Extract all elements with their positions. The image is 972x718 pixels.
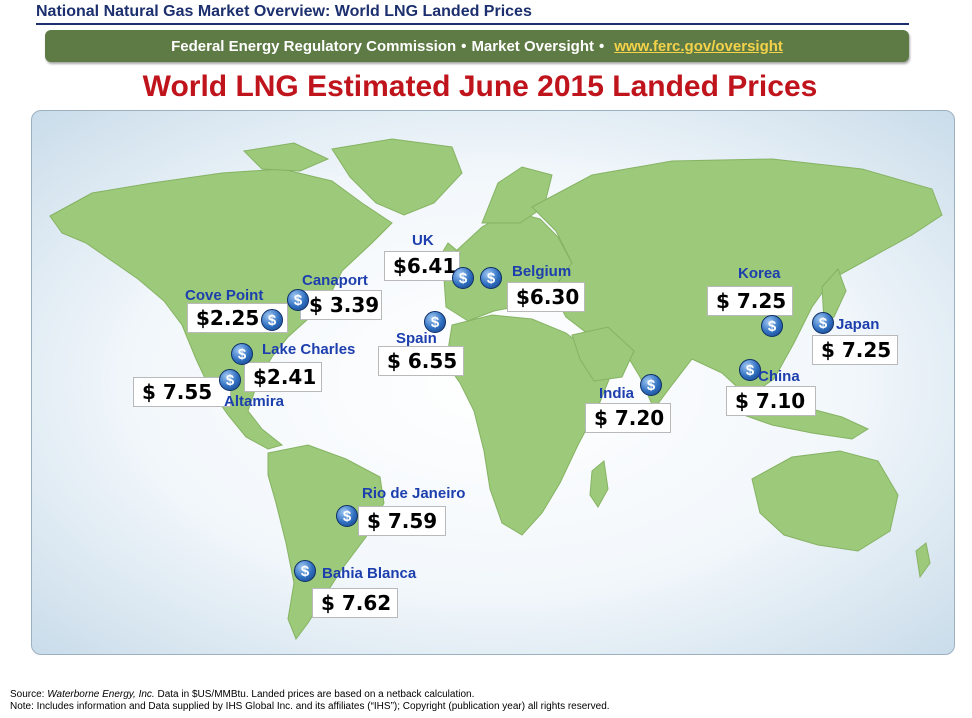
dollar-coin-icon: $: [761, 315, 783, 337]
dollar-coin-icon: $: [480, 267, 502, 289]
label-korea: Korea: [738, 265, 781, 282]
arctic-islands-landmass: [242, 142, 330, 172]
banner-separator: •: [461, 37, 467, 55]
label-cove-point: Cove Point: [185, 287, 264, 304]
banner-section: Market Oversight: [471, 37, 594, 55]
banner-org: Federal Energy Regulatory Commission: [171, 37, 457, 55]
dollar-coin-icon: $: [424, 311, 446, 333]
source-text: Data in $US/MMBtu. Landed prices are bas…: [157, 689, 475, 700]
footnote: Source: Waterborne Energy, Inc. Data in …: [10, 689, 610, 713]
label-bahia-blanca: Bahia Blanca: [322, 565, 417, 582]
label-uk: UK: [412, 232, 434, 249]
price-canaport: $ 3.39: [300, 290, 382, 320]
price-uk: $6.41: [384, 251, 460, 281]
price-lake-charles: $2.41: [244, 362, 322, 392]
header-rule: [36, 23, 909, 25]
new-zealand-landmass: [915, 542, 931, 579]
greenland-landmass: [331, 138, 463, 216]
africa-landmass: [445, 314, 611, 536]
page-header-title: National Natural Gas Market Overview: Wo…: [36, 3, 532, 20]
price-india: $ 7.20: [585, 403, 671, 433]
price-japan: $ 7.25: [812, 335, 898, 365]
price-belgium: $6.30: [507, 282, 585, 312]
source-name: Waterborne Energy, Inc.: [47, 689, 155, 700]
banner-link[interactable]: www.ferc.gov/oversight: [614, 37, 783, 55]
dollar-coin-icon: $: [287, 289, 309, 311]
note-line: Note: Includes information and Data supp…: [10, 701, 610, 712]
price-spain: $ 6.55: [378, 346, 464, 376]
label-belgium: Belgium: [512, 263, 572, 280]
dollar-coin-icon: $: [231, 343, 253, 365]
dollar-coin-icon: $: [739, 359, 761, 381]
dollar-coin-icon: $: [452, 267, 474, 289]
label-altamira: Altamira: [224, 393, 285, 410]
source-line: Source: Waterborne Energy, Inc. Data in …: [10, 689, 610, 701]
arabia-landmass: [571, 326, 635, 382]
price-korea: $ 7.25: [707, 286, 793, 316]
price-china: $ 7.10: [726, 386, 816, 416]
dollar-coin-icon: $: [336, 505, 358, 527]
dollar-coin-icon: $: [812, 312, 834, 334]
price-bahia-blanca: $ 7.62: [312, 588, 398, 618]
label-spain: Spain: [396, 330, 437, 347]
price-rio-de-janeiro: $ 7.59: [358, 506, 446, 536]
ferc-banner: Federal Energy Regulatory Commission • M…: [45, 30, 909, 62]
label-rio-de-janeiro: Rio de Janeiro: [362, 485, 466, 502]
label-lake-charles: Lake Charles: [262, 341, 356, 358]
dollar-coin-icon: $: [261, 309, 283, 331]
label-india: India: [599, 385, 635, 402]
source-prefix: Source:: [10, 689, 45, 700]
dollar-coin-icon: $: [294, 560, 316, 582]
dollar-coin-icon: $: [640, 374, 662, 396]
dollar-coin-icon: $: [219, 369, 241, 391]
banner-separator: •: [598, 37, 605, 55]
label-china: China: [758, 368, 800, 385]
label-japan: Japan: [836, 316, 880, 333]
madagascar-landmass: [589, 460, 609, 508]
price-altamira: $ 7.55: [133, 377, 231, 407]
map-title: World LNG Estimated June 2015 Landed Pri…: [142, 70, 818, 103]
australia-landmass: [751, 450, 899, 552]
label-canaport: Canaport: [302, 272, 368, 289]
